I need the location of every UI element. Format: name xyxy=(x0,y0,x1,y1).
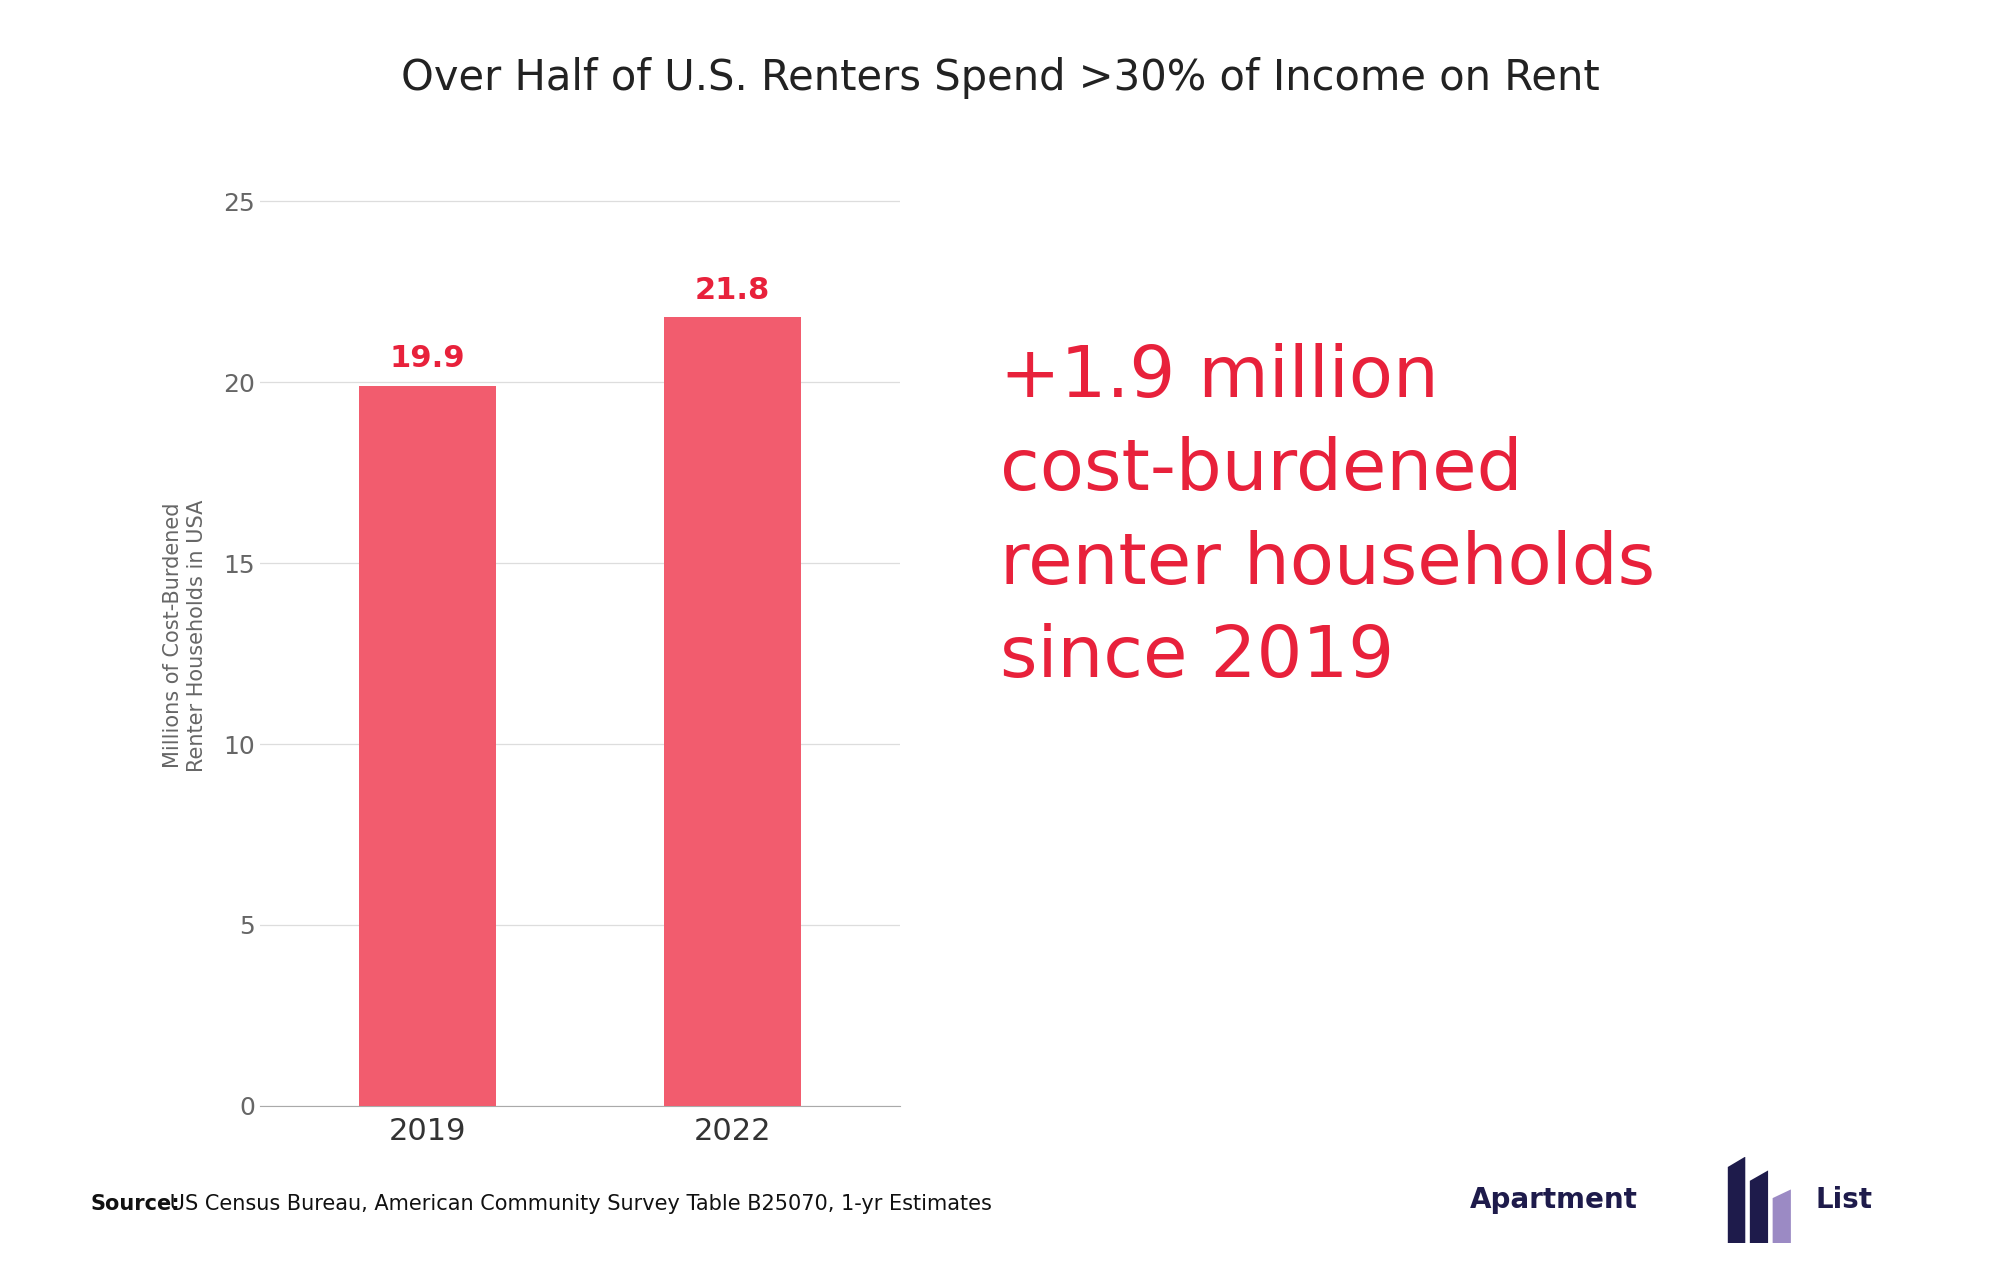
Polygon shape xyxy=(1772,1190,1790,1243)
Text: List: List xyxy=(1816,1186,1872,1214)
Bar xyxy=(664,318,800,1106)
Text: US Census Bureau, American Community Survey Table B25070, 1-yr Estimates: US Census Bureau, American Community Sur… xyxy=(162,1193,992,1214)
Polygon shape xyxy=(1750,1171,1768,1243)
Text: Apartment: Apartment xyxy=(1470,1186,1638,1214)
Bar xyxy=(360,386,496,1106)
Text: Source:: Source: xyxy=(90,1193,180,1214)
Text: +1.9 million
cost-burdened
renter households
since 2019: +1.9 million cost-burdened renter househ… xyxy=(1000,343,1656,693)
Y-axis label: Millions of Cost-Burdened
Renter Households in USA: Millions of Cost-Burdened Renter Househo… xyxy=(164,500,206,771)
Text: 19.9: 19.9 xyxy=(390,344,466,374)
Text: Over Half of U.S. Renters Spend >30% of Income on Rent: Over Half of U.S. Renters Spend >30% of … xyxy=(400,57,1600,99)
Text: 21.8: 21.8 xyxy=(694,276,770,305)
Polygon shape xyxy=(1728,1157,1746,1243)
